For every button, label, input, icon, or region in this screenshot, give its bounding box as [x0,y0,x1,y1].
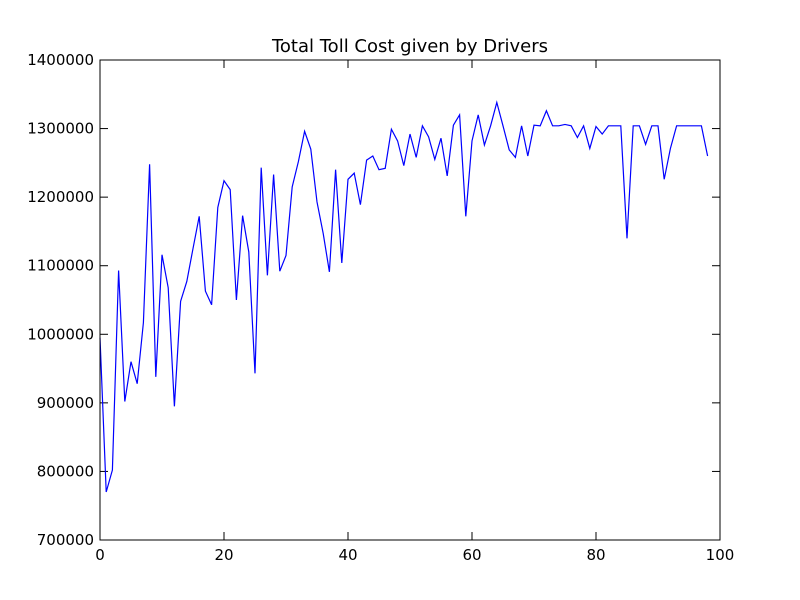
x-tick-label: 100 [706,546,735,564]
y-tick-label: 1300000 [27,120,94,138]
y-axis: 700000 800000 900000 1000000 1100000 1200000 1… [27,51,720,549]
y-tick-label: 1400000 [27,51,94,69]
x-tick-label: 80 [586,546,605,564]
y-tick-label: 1200000 [27,188,94,206]
plot-frame [99,59,721,541]
x-axis: 0 20 40 60 80 100 [95,60,734,564]
x-tick-label: 60 [462,546,481,564]
y-tick-label: 800000 [37,462,94,480]
x-tick-label: 40 [338,546,357,564]
x-tick-label: 0 [95,546,105,564]
y-tick-label: 1100000 [27,257,94,275]
y-tick-label: 900000 [37,394,94,412]
chart-title: Total Toll Cost given by Drivers [271,36,548,57]
y-tick-label: 700000 [37,531,94,549]
y-tick-label: 1000000 [27,325,94,343]
series-line [99,100,709,493]
x-tick-label: 20 [214,546,233,564]
